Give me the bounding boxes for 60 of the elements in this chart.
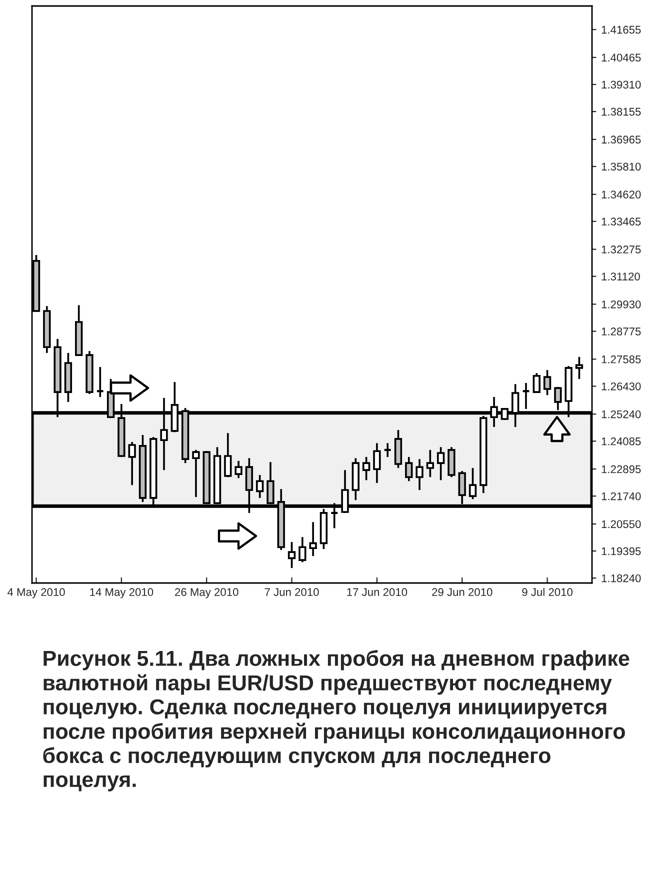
x-tick-label: 14 May 2010 (90, 588, 154, 598)
y-tick-label: 1.29930 (602, 300, 641, 308)
candlestick (436, 446, 445, 482)
candlestick (341, 469, 349, 514)
candlestick (288, 541, 296, 569)
candlestick (256, 474, 264, 499)
x-tick-label: 4 May 2010 (7, 588, 65, 598)
candlestick (458, 470, 466, 505)
y-tick-label: 1.18240 (602, 574, 641, 582)
candlestick (405, 456, 413, 482)
x-tick-label: 29 Jun 2010 (432, 588, 492, 596)
candlestick (383, 442, 392, 458)
candlestick (416, 458, 424, 491)
y-tick-label: 1.35810 (602, 162, 641, 171)
candlestick (512, 383, 520, 428)
candlestick (554, 386, 562, 412)
y-tick-label: 1.22895 (602, 465, 641, 474)
y-tick-label: 1.38155 (602, 108, 641, 116)
y-tick-label: 1.31120 (602, 272, 640, 280)
x-tick-label: 9 Jul 2010 (522, 588, 572, 596)
candlestick (224, 432, 232, 478)
x-tick-label: 7 Jun 2010 (264, 588, 319, 596)
candlestick (96, 366, 104, 398)
y-tick-label: 1.28775 (602, 328, 641, 336)
y-tick-label: 1.27585 (602, 355, 641, 364)
y-tick-label: 1.39310 (602, 80, 641, 89)
candlestick (266, 461, 274, 505)
y-tick-label: 1.21740 (602, 492, 641, 500)
x-tick-label: 17 Jun 2010 (347, 588, 408, 596)
candlestick (532, 372, 540, 394)
y-tick-label: 1.26430 (602, 382, 641, 390)
candlestick (500, 407, 509, 421)
y-tick-label: 1.20550 (602, 520, 641, 528)
x-tick-label: 26 May 2010 (175, 588, 238, 598)
y-tick-label: 1.24085 (602, 437, 641, 446)
y-tick-label: 1.36965 (602, 136, 641, 144)
y-tick-label: 1.32275 (602, 246, 641, 254)
candlestick (128, 441, 136, 486)
candlestick (490, 396, 498, 428)
candlestick (543, 369, 552, 396)
y-tick-label: 1.25240 (602, 410, 641, 418)
candlestick (245, 457, 254, 514)
candlestick (298, 536, 306, 564)
text: Рисунок 5.11. Два ложных пробоя на дневном графике валютной пары EUR/USD предшествуют последнему поцелую. Сделка последнего поцелуя инициируется после пробития верхней границы консолидационного бокса с последующим спуском для последнего поцелуя. (43, 650, 630, 792)
candlestick (362, 456, 370, 482)
y-tick-label: 1.41655 (602, 26, 641, 34)
candlestick (522, 382, 530, 410)
candlestick (468, 467, 477, 500)
y-tick-label: 1.34620 (602, 190, 641, 198)
candlestick (330, 502, 339, 530)
y-tick-label: 1.19395 (602, 547, 641, 556)
candlestick (160, 397, 168, 471)
candlestick (373, 442, 381, 484)
candlestick (192, 449, 200, 498)
candlestick (575, 356, 584, 380)
candlestick (234, 460, 242, 479)
candlestick (426, 449, 434, 478)
y-tick-label: 1.33465 (602, 218, 641, 226)
candlestick (309, 521, 317, 557)
y-tick-label: 1.40465 (602, 54, 641, 62)
